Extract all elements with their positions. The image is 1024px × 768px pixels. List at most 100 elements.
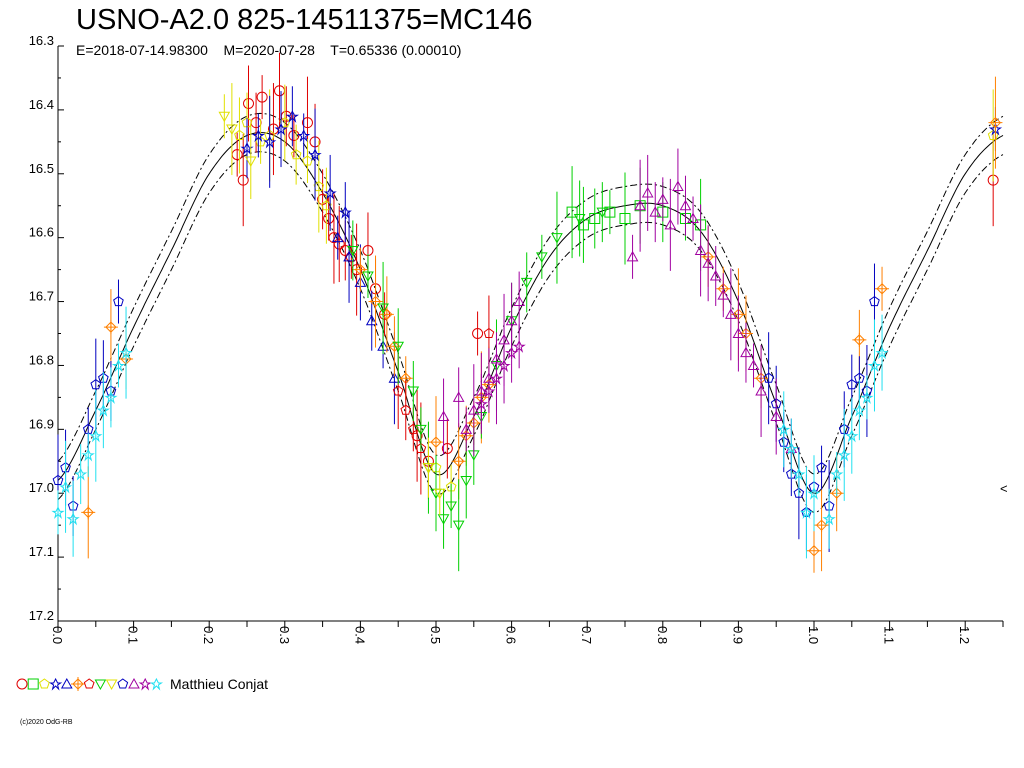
series-0 (231, 52, 999, 500)
data-point (566, 206, 578, 218)
y-tick-label: 16.8 (29, 352, 54, 367)
data-point (267, 123, 279, 135)
data-point (111, 359, 126, 373)
x-tick-label: 0.7 (579, 626, 594, 644)
legend-symbols (16, 677, 164, 691)
legend-symbol (60, 677, 73, 689)
legend-symbol (149, 677, 164, 691)
data-point (672, 180, 684, 192)
data-point (513, 295, 526, 307)
data-point (709, 269, 722, 281)
data-point (90, 378, 102, 390)
data-point (482, 384, 496, 398)
legend-symbol (71, 677, 85, 691)
data-point (830, 467, 844, 481)
data-point (288, 129, 300, 141)
data-point (860, 391, 874, 405)
data-point (422, 463, 435, 474)
data-point (274, 122, 288, 136)
series-5 (81, 76, 1003, 573)
data-point (875, 346, 889, 360)
x-tick-label: 0.6 (504, 626, 519, 644)
data-point (988, 115, 1003, 130)
data-point (387, 339, 402, 354)
data-point (846, 378, 858, 390)
data-point (724, 308, 737, 319)
data-point (308, 148, 322, 162)
data-point (460, 423, 473, 434)
data-point (816, 462, 827, 473)
data-point (837, 448, 851, 462)
legend-symbol (105, 679, 118, 691)
legend-symbol (27, 678, 39, 690)
data-point (656, 193, 669, 204)
data-point (256, 91, 268, 103)
chart-title: USNO-A2.0 825-14511375=MC146 (76, 4, 533, 36)
data-point (626, 250, 639, 262)
data-point (577, 219, 589, 231)
data-point (869, 295, 880, 307)
y-tick-label: 16.7 (29, 289, 54, 304)
data-point (346, 245, 359, 257)
data-point (415, 442, 427, 453)
data-point (467, 404, 480, 415)
data-point (664, 218, 677, 230)
data-point (535, 252, 548, 263)
data-point (103, 320, 118, 335)
data-point (867, 359, 882, 373)
series-8 (218, 83, 446, 516)
data-point (415, 424, 427, 436)
data-point (437, 514, 450, 525)
data-point (717, 289, 730, 300)
data-point (649, 206, 662, 217)
data-point (297, 129, 311, 143)
data-point (763, 372, 774, 383)
data-point (96, 404, 111, 417)
data-point (74, 467, 88, 481)
data-point (353, 262, 368, 277)
data-point (285, 110, 300, 123)
data-point (302, 155, 313, 166)
data-point (218, 111, 231, 123)
data-point (573, 214, 586, 225)
data-point (368, 294, 383, 309)
data-point (740, 346, 752, 358)
series-7 (346, 180, 609, 572)
data-point (392, 385, 404, 396)
data-point (113, 295, 124, 307)
data-point (244, 156, 257, 168)
legend-symbol (138, 677, 152, 691)
legend-symbol (39, 678, 50, 689)
x-tick-label: 1.0 (806, 626, 821, 644)
legend-symbol (48, 677, 63, 691)
data-point (400, 404, 412, 415)
data-point (331, 231, 344, 243)
model-curve-upper (57, 112, 1004, 475)
data-point (362, 271, 374, 283)
data-point (104, 391, 118, 405)
data-point (445, 501, 457, 513)
data-point (679, 199, 692, 211)
y-tick-label: 16.9 (29, 416, 54, 431)
data-point (497, 359, 511, 373)
data-point (234, 129, 245, 140)
data-point (747, 359, 760, 370)
data-point (58, 480, 73, 494)
y-tick-label: 16.3 (29, 33, 54, 48)
data-point (263, 135, 277, 149)
data-point (81, 448, 95, 462)
legend-symbol (128, 677, 140, 689)
x-tick-label: 0.8 (655, 626, 670, 644)
data-point (792, 467, 806, 481)
legend-symbol (94, 679, 107, 691)
data-point (323, 186, 337, 200)
data-point (333, 238, 345, 250)
data-point (814, 518, 829, 533)
data-point (429, 435, 443, 450)
data-point (119, 346, 133, 360)
data-point (451, 454, 466, 469)
x-tick-label: 0.4 (352, 626, 367, 644)
x-tick-label: 1.2 (957, 626, 972, 644)
data-point (799, 506, 814, 520)
right-edge-marker: < (1000, 481, 1008, 496)
